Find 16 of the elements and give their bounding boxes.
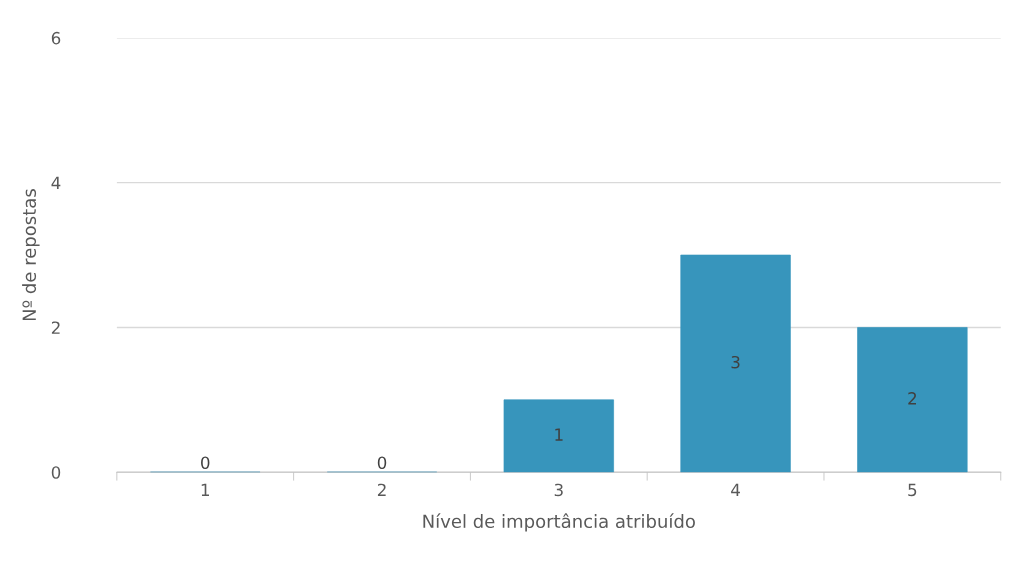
x-tick-label: 4 — [731, 483, 740, 497]
x-tick-label: 5 — [908, 483, 917, 497]
x-tick-label: 2 — [377, 483, 386, 497]
y-tick-label: 6 — [51, 31, 61, 45]
data-label: 0 — [377, 456, 387, 469]
y-tick-label: 0 — [51, 466, 61, 479]
data-label: 2 — [908, 392, 916, 405]
y-axis-title: Nº de repostas — [22, 189, 40, 321]
y-tick-label: 2 — [51, 321, 60, 334]
data-label: 3 — [731, 355, 740, 369]
y-tick-label: 4 — [51, 176, 61, 190]
x-tick-label: 3 — [554, 483, 563, 497]
x-axis-title: Nível de importância atribuído — [423, 513, 695, 532]
data-label: 0 — [201, 456, 210, 469]
data-label: 1 — [555, 428, 563, 441]
x-tick-label: 1 — [201, 483, 209, 497]
